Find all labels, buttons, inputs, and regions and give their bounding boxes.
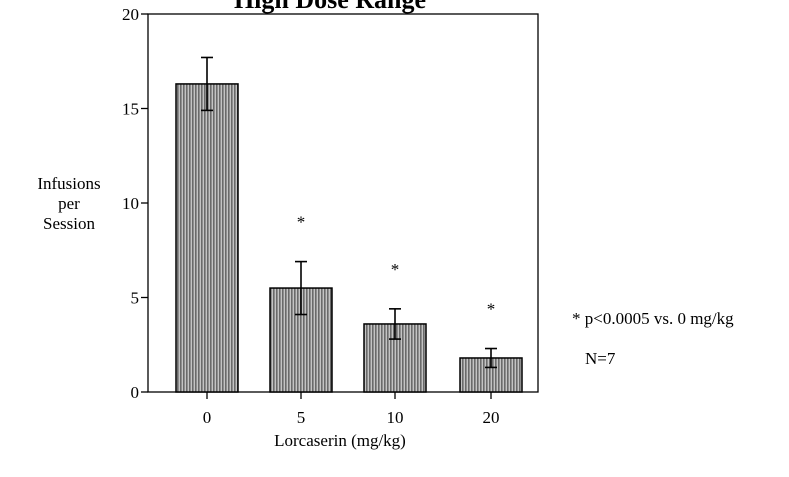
significance-marker: * bbox=[391, 260, 400, 279]
x-tick-label: 5 bbox=[297, 408, 306, 427]
chart-title: High Dose Range bbox=[234, 0, 426, 14]
bars: * * * bbox=[175, 56, 523, 393]
y-tick-label: 5 bbox=[131, 289, 140, 308]
y-tick-label: 10 bbox=[122, 194, 139, 213]
y-tick-label: 0 bbox=[131, 383, 140, 402]
y-axis-label-line: per bbox=[58, 194, 80, 213]
x-axis: 0 5 10 20 bbox=[203, 392, 500, 427]
x-tick-label: 20 bbox=[483, 408, 500, 427]
y-axis-label-line: Session bbox=[43, 214, 95, 233]
significance-marker: * bbox=[297, 213, 306, 232]
y-tick-label: 15 bbox=[122, 100, 139, 119]
y-axis-label-line: Infusions bbox=[37, 174, 100, 193]
x-axis-label: Lorcaserin (mg/kg) bbox=[274, 431, 406, 450]
y-tick-label: 20 bbox=[122, 5, 139, 24]
bar bbox=[175, 83, 239, 393]
significance-note: * p<0.0005 vs. 0 mg/kg bbox=[572, 309, 734, 328]
x-tick-label: 0 bbox=[203, 408, 212, 427]
x-tick-label: 10 bbox=[387, 408, 404, 427]
significance-marker: * bbox=[487, 300, 496, 319]
y-axis-label: Infusions per Session bbox=[37, 174, 100, 233]
sample-size-note: N=7 bbox=[585, 349, 616, 368]
y-axis: 0 5 10 15 20 bbox=[122, 5, 148, 402]
